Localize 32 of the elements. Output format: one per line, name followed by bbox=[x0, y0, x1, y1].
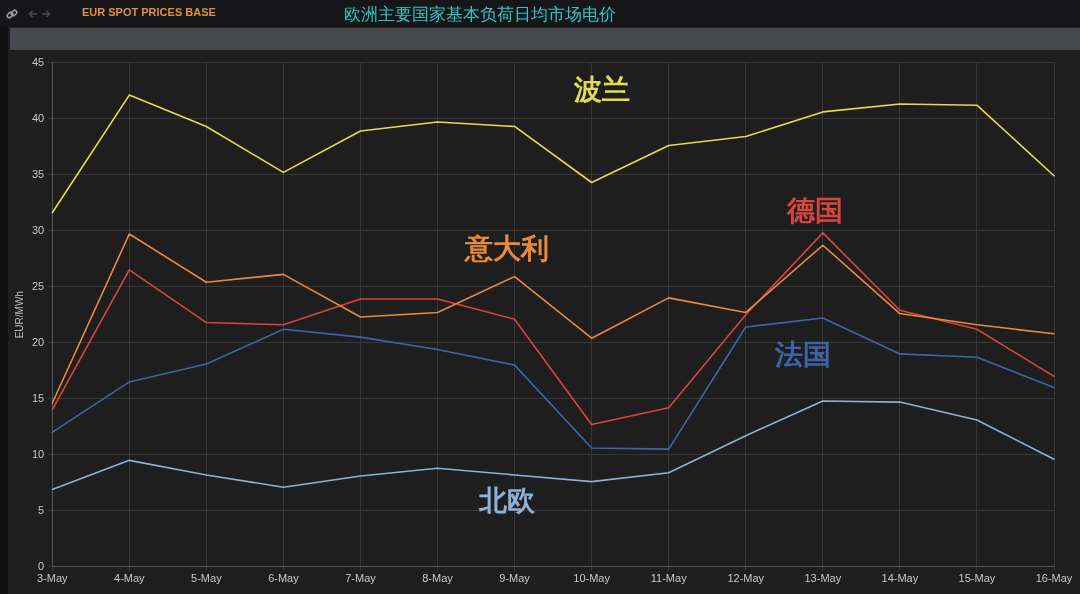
y-tick-label: 30 bbox=[31, 223, 45, 236]
y-tick-label: 40 bbox=[31, 111, 45, 124]
series-label: 法国 bbox=[773, 338, 831, 372]
y-axis-title: EUR/MWh bbox=[13, 291, 25, 339]
y-tick-label: 45 bbox=[31, 55, 45, 68]
y-tick-label: 20 bbox=[31, 335, 45, 348]
x-tick-label: 5-May bbox=[191, 572, 223, 585]
series-label: 北欧 bbox=[478, 483, 537, 517]
x-tick-label: 10-May bbox=[573, 572, 611, 585]
series-label: 德国 bbox=[785, 194, 843, 228]
x-tick-label: 9-May bbox=[499, 572, 531, 585]
y-tick-label: 25 bbox=[31, 279, 45, 292]
x-tick-label: 6-May bbox=[268, 572, 300, 585]
x-tick-label: 3-May bbox=[36, 572, 69, 585]
x-tick-label: 12-May bbox=[727, 572, 765, 585]
y-tick-label: 15 bbox=[31, 391, 45, 404]
series-label: 波兰 bbox=[573, 72, 631, 106]
x-tick-label: 13-May bbox=[804, 572, 842, 585]
x-tick-label: 4-May bbox=[114, 572, 146, 585]
y-tick-label: 35 bbox=[31, 167, 45, 180]
y-tick-label: 5 bbox=[38, 503, 45, 516]
chart-subtitle: EUR SPOT PRICES BASE bbox=[82, 6, 216, 18]
y-tick-label: 0 bbox=[38, 559, 45, 572]
chart-title: 欧洲主要国家基本负荷日均市场电价 bbox=[344, 3, 616, 26]
x-tick-label: 11-May bbox=[650, 572, 688, 585]
x-tick-label: 16-May bbox=[1035, 572, 1073, 585]
x-tick-label: 7-May bbox=[345, 572, 377, 585]
x-tick-label: 15-May bbox=[958, 572, 996, 585]
y-tick-label: 10 bbox=[31, 447, 45, 460]
x-tick-label: 8-May bbox=[422, 572, 454, 585]
x-tick-label: 14-May bbox=[881, 572, 919, 585]
series-label: 意大利 bbox=[463, 231, 550, 265]
